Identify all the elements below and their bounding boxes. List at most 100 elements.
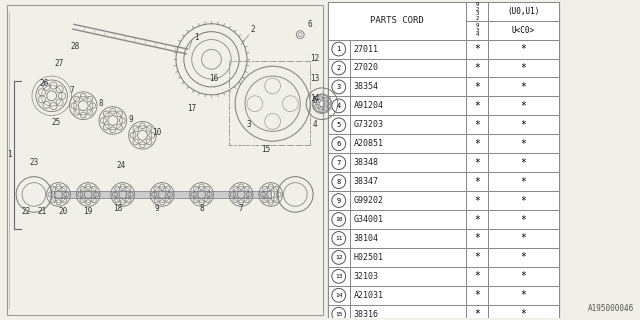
Text: 1: 1 [7,150,12,159]
Text: 10: 10 [152,128,162,137]
Bar [466,77,488,96]
Text: 38347: 38347 [353,177,378,186]
Text: 14: 14 [310,94,320,103]
Text: 5: 5 [313,96,317,105]
Circle shape [332,156,346,170]
Text: *: * [474,234,480,244]
Text: 9
3
4: 9 3 4 [476,23,479,37]
Text: 13: 13 [310,74,320,83]
Text: A21031: A21031 [353,291,383,300]
Bar [349,59,466,77]
Text: 9
2
3
2: 9 2 3 2 [476,2,479,21]
Bar [466,40,488,59]
Bar [466,191,488,210]
Text: *: * [520,44,526,54]
Circle shape [332,61,346,75]
Text: 19: 19 [84,207,93,216]
Text: *: * [520,196,526,205]
Text: 1: 1 [195,33,199,42]
Bar [466,210,488,229]
Bar [488,115,559,134]
Text: 26: 26 [39,79,49,88]
Bar [488,248,559,267]
Text: 3: 3 [337,84,341,90]
Circle shape [332,80,346,94]
Text: *: * [474,309,480,319]
Text: 15: 15 [261,145,270,154]
Bar [328,248,349,267]
Text: 9: 9 [128,116,133,124]
Bar [488,305,559,320]
Text: 27: 27 [54,59,63,68]
Bar [349,40,466,59]
Bar [466,248,488,267]
Text: 28: 28 [70,43,80,52]
Circle shape [332,288,346,302]
Text: 4: 4 [337,103,341,109]
Bar [488,2,559,40]
Text: 1: 1 [337,46,341,52]
Bar [328,134,349,153]
Circle shape [332,175,346,188]
Bar [488,210,559,229]
Text: H02501: H02501 [353,253,383,262]
Text: 12: 12 [335,255,342,260]
Text: 7: 7 [69,86,74,95]
Circle shape [332,269,346,283]
Bar [466,305,488,320]
Bar [488,96,559,115]
Text: *: * [520,120,526,130]
Circle shape [332,307,346,320]
Bar [328,2,559,320]
Text: 12: 12 [310,54,320,63]
Bar [349,134,466,153]
Text: 38316: 38316 [353,310,378,319]
Text: *: * [474,82,480,92]
Text: A20851: A20851 [353,139,383,148]
Text: *: * [520,82,526,92]
Text: 24: 24 [116,161,125,170]
Bar [328,2,466,40]
Text: *: * [520,158,526,168]
Text: 22: 22 [21,207,31,216]
Text: *: * [520,309,526,319]
Bar [349,248,466,267]
Bar [488,59,559,77]
Text: 9: 9 [155,204,159,213]
Bar [349,77,466,96]
Bar [349,267,466,286]
Bar [7,5,323,315]
Bar [4,2,328,318]
Bar [349,229,466,248]
Circle shape [332,137,346,151]
Bar [466,267,488,286]
Circle shape [332,118,346,132]
Text: 18: 18 [113,204,122,213]
Text: *: * [520,139,526,149]
Bar [328,267,349,286]
Bar [328,153,349,172]
Text: 7: 7 [239,204,243,213]
Bar [328,96,349,115]
Bar [488,134,559,153]
Text: 38354: 38354 [353,83,378,92]
Bar [488,229,559,248]
Bar [466,172,488,191]
Bar [466,2,488,40]
Bar [349,191,466,210]
Bar [349,172,466,191]
Text: *: * [474,290,480,300]
Bar [328,191,349,210]
Text: 10: 10 [335,217,342,222]
Bar [54,190,271,198]
Text: 6: 6 [308,20,312,29]
Bar [466,115,488,134]
Text: (U0,U1): (U0,U1) [507,7,540,16]
Text: 38348: 38348 [353,158,378,167]
Text: *: * [520,290,526,300]
Text: 17: 17 [187,104,196,113]
Text: 4: 4 [313,120,317,129]
Text: *: * [474,120,480,130]
Bar [328,77,349,96]
Bar [349,115,466,134]
